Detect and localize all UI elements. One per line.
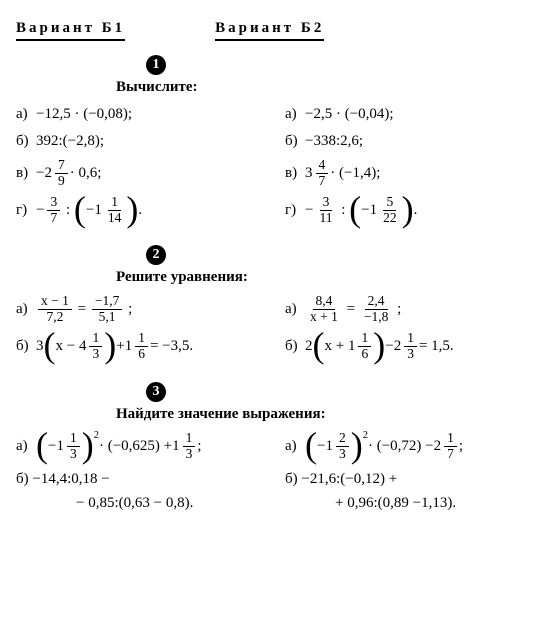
- section-2-marker: 2: [146, 245, 544, 265]
- section-3-title: Найдите значение выражения:: [116, 406, 544, 423]
- variants-header: Вариант Б1 Вариант Б2: [16, 20, 544, 41]
- section-1-problems: а) −12,5 · (−0,08); б) 392:(−2,8); в) −2…: [16, 104, 544, 231]
- s1-b1-g: г) − 37 : ( −1114 ) .: [16, 195, 275, 226]
- section-3-marker: 3: [146, 382, 544, 402]
- section-2-right-col: а) 8,4x + 1 = 2,4−1,8 ; б) 2 ( x + 116 )…: [285, 294, 544, 367]
- circle-3-icon: 3: [146, 382, 166, 402]
- section-1-marker: 1: [146, 55, 544, 75]
- section-3-problems: а) ( −113 )2 · (−0,625) + 113 ; б) −14,4…: [16, 431, 544, 522]
- s3-b1-b: б) −14,4:0,18 − − 0,85:(0,63 − 0,8).: [16, 467, 275, 515]
- s1-b2-a: а) −2,5 · (−0,04);: [285, 104, 544, 125]
- s2-b2-a: а) 8,4x + 1 = 2,4−1,8 ;: [285, 294, 544, 325]
- circle-1-icon: 1: [146, 55, 166, 75]
- s3-b2-a: а) ( −123 )2 · (−0,72) − 217 ;: [285, 431, 544, 462]
- s1-b2-v: в) 347 · (−1,4);: [285, 158, 544, 189]
- section-3-right-col: а) ( −123 )2 · (−0,72) − 217 ; б) −21,6:…: [285, 431, 544, 522]
- s2-b1-a: а) x − 17,2 = −1,75,1 ;: [16, 294, 275, 325]
- s3-b2-b: б) −21,6:(−0,12) + + 0,96:(0,89 −1,13).: [285, 467, 544, 515]
- variant-b1-title: Вариант Б1: [16, 20, 125, 41]
- section-1-left-col: а) −12,5 · (−0,08); б) 392:(−2,8); в) −2…: [16, 104, 275, 231]
- section-2-left-col: а) x − 17,2 = −1,75,1 ; б) 3 ( x − 413 )…: [16, 294, 275, 367]
- section-1-right-col: а) −2,5 · (−0,04); б) −338:2,6; в) 347 ·…: [285, 104, 544, 231]
- section-3-left-col: а) ( −113 )2 · (−0,625) + 113 ; б) −14,4…: [16, 431, 275, 522]
- section-2-title: Решите уравнения:: [116, 269, 544, 286]
- s1-b2-g: г) − 311 : ( −1522 ) .: [285, 195, 544, 226]
- s1-b2-b: б) −338:2,6;: [285, 131, 544, 152]
- circle-2-icon: 2: [146, 245, 166, 265]
- s1-b1-b: б) 392:(−2,8);: [16, 131, 275, 152]
- s2-b2-b: б) 2 ( x + 116 ) − 213 = 1,5.: [285, 331, 544, 362]
- s1-b1-a: а) −12,5 · (−0,08);: [16, 104, 275, 125]
- section-2-problems: а) x − 17,2 = −1,75,1 ; б) 3 ( x − 413 )…: [16, 294, 544, 367]
- s2-b1-b: б) 3 ( x − 413 ) + 116 = −3,5.: [16, 331, 275, 362]
- variant-b2-title: Вариант Б2: [215, 20, 324, 41]
- s3-b1-a: а) ( −113 )2 · (−0,625) + 113 ;: [16, 431, 275, 462]
- s1-b1-v: в) −279 · 0,6;: [16, 158, 275, 189]
- section-1-title: Вычислите:: [116, 79, 544, 96]
